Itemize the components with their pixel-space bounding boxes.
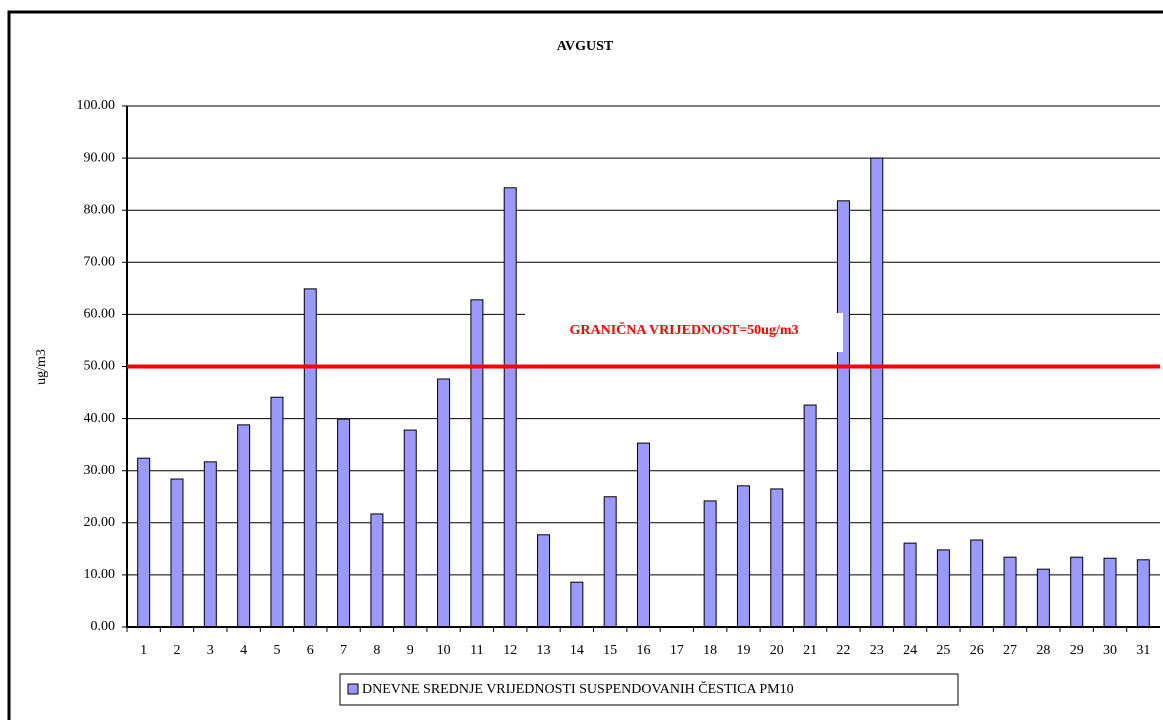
- bar: [870, 157, 884, 628]
- x-tick-label: 10: [437, 643, 451, 658]
- x-tick-label: 20: [770, 643, 784, 658]
- bar: [570, 581, 584, 628]
- y-tick-label: 0.00: [91, 619, 116, 634]
- x-tick-label: 16: [637, 643, 651, 658]
- x-tick-label: 4: [240, 643, 247, 658]
- x-tick-label: 18: [703, 643, 717, 658]
- x-tick-label: 31: [1136, 643, 1150, 658]
- x-tick-label: 9: [407, 643, 414, 658]
- x-tick-label: 19: [736, 643, 750, 658]
- bar: [470, 299, 484, 628]
- x-tick-label: 2: [173, 643, 180, 658]
- y-tick-label: 80.00: [84, 202, 116, 217]
- bar: [370, 513, 384, 628]
- x-tick-label: 22: [836, 643, 850, 658]
- legend-box: [339, 673, 959, 706]
- bar: [1036, 568, 1050, 628]
- bar: [603, 496, 617, 628]
- x-tick-label: 13: [537, 643, 551, 658]
- x-tick-label: 29: [1070, 643, 1084, 658]
- y-tick-label: 10.00: [84, 567, 116, 582]
- x-tick-label: 15: [603, 643, 617, 658]
- chart-title: AVGUST: [557, 39, 614, 54]
- bar: [1136, 559, 1150, 628]
- bar: [1070, 556, 1084, 628]
- x-tick-label: 8: [373, 643, 380, 658]
- annotation-box: [525, 313, 843, 352]
- bar: [203, 461, 217, 628]
- bar: [637, 442, 650, 628]
- bar: [303, 288, 317, 628]
- bar: [537, 534, 551, 628]
- x-tick-label: 21: [803, 643, 817, 658]
- x-tick-label: 3: [207, 643, 214, 658]
- bar: [270, 396, 284, 628]
- y-tick-label: 60.00: [84, 307, 116, 322]
- x-tick-label: 1: [140, 643, 147, 658]
- bar: [137, 457, 151, 628]
- bar: [703, 500, 717, 628]
- x-tick-label: 7: [340, 643, 347, 658]
- legend-swatch: [347, 683, 359, 695]
- bar: [1103, 557, 1117, 628]
- bar: [170, 478, 184, 628]
- x-tick-label: 14: [570, 643, 584, 658]
- y-tick-label: 90.00: [84, 150, 116, 165]
- bar: [403, 429, 417, 628]
- bar: [970, 539, 984, 628]
- bar: [503, 187, 517, 628]
- x-tick-label: 27: [1003, 643, 1017, 658]
- x-tick-label: 17: [670, 643, 684, 658]
- bar: [736, 485, 750, 628]
- bar: [936, 549, 950, 628]
- y-tick-label: 40.00: [84, 411, 116, 426]
- x-tick-label: 24: [903, 643, 917, 658]
- y-tick-label: 30.00: [84, 463, 116, 478]
- y-tick-label: 100.00: [77, 98, 116, 113]
- y-axis-label: ug/m3: [34, 349, 49, 385]
- x-tick-label: 26: [970, 643, 984, 658]
- bar: [437, 378, 451, 628]
- x-tick-label: 23: [870, 643, 884, 658]
- annotation: GRANIČNA VRIJEDNOST=50ug/m3: [569, 321, 798, 338]
- x-tick-label: 6: [307, 643, 314, 658]
- y-tick-label: 50.00: [84, 359, 116, 374]
- x-tick-label: 28: [1036, 643, 1050, 658]
- bar: [903, 542, 917, 628]
- y-tick-label: 70.00: [84, 255, 116, 270]
- x-tick-label: 30: [1103, 643, 1117, 658]
- bar: [803, 404, 817, 628]
- bar: [836, 200, 850, 628]
- x-tick-label: 5: [273, 643, 280, 658]
- bar: [770, 488, 784, 628]
- bar: [337, 418, 351, 628]
- y-tick-label: 20.00: [84, 515, 116, 530]
- x-tick-label: 25: [936, 643, 950, 658]
- bar: [237, 424, 251, 628]
- x-tick-label: 11: [470, 643, 483, 658]
- legend-label: DNEVNE SREDNJE VRIJEDNOSTI SUSPENDOVANIH…: [362, 680, 794, 697]
- bar: [1003, 556, 1017, 628]
- x-tick-label: 12: [503, 643, 517, 658]
